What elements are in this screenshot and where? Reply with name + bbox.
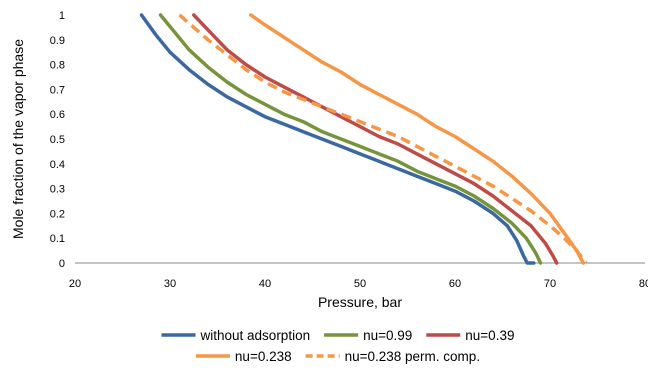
series-line-4 — [249, 13, 586, 265]
plot-area: 20 30 40 50 60 70 80 0 0.1 0.2 0.3 0.4 0.5 0.6 0.7 0.8… — [50, 10, 648, 290]
legend-item: nu=0.99 — [324, 328, 412, 343]
y-tick-label: 0.2 — [50, 208, 65, 220]
x-axis-ticks: 20 30 40 50 60 70 80 — [69, 278, 648, 290]
legend-label: nu=0.238 — [235, 349, 292, 364]
x-axis-title: Pressure, bar — [318, 294, 402, 310]
series-line-1 — [139, 13, 536, 265]
legend: without adsorption nu=0.99 nu=0.39 nu=0.238… — [161, 328, 514, 364]
series-line-5 — [178, 13, 588, 265]
legend-label: nu=0.99 — [363, 328, 412, 343]
y-tick-label: 0.8 — [50, 60, 65, 72]
legend-label: nu=0.39 — [465, 328, 514, 343]
legend-item: without adsorption — [161, 328, 311, 343]
x-tick-label: 50 — [354, 278, 366, 290]
x-tick-label: 40 — [259, 278, 271, 290]
legend-label: without adsorption — [200, 328, 311, 343]
y-tick-label: 0.7 — [50, 84, 65, 96]
y-tick-label: 0.3 — [50, 184, 65, 196]
y-tick-label: 0 — [59, 258, 65, 270]
y-axis-ticks: 0 0.1 0.2 0.3 0.4 0.5 0.6 0.7 0.8 0.9 1 — [50, 10, 65, 270]
legend-item: nu=0.238 — [195, 349, 292, 364]
legend-item: nu=0.238 perm. comp. — [305, 349, 480, 364]
y-axis-title: Mole fraction of the vapor phase — [10, 39, 26, 239]
x-tick-label: 70 — [544, 278, 556, 290]
y-tick-label: 0.4 — [50, 159, 65, 171]
x-tick-label: 30 — [164, 278, 176, 290]
x-tick-label: 80 — [639, 278, 648, 290]
y-tick-label: 1 — [59, 10, 65, 22]
y-tick-label: 0.9 — [50, 35, 65, 47]
series-lines — [139, 13, 588, 265]
legend-item: nu=0.39 — [426, 328, 514, 343]
y-tick-label: 0.1 — [50, 233, 65, 245]
series-line-2 — [158, 13, 543, 265]
x-tick-label: 20 — [69, 278, 81, 290]
series-line-3 — [192, 13, 559, 265]
legend-label: nu=0.238 perm. comp. — [345, 349, 480, 364]
y-tick-label: 0.6 — [50, 109, 65, 121]
x-tick-label: 60 — [449, 278, 461, 290]
y-tick-label: 0.5 — [50, 134, 65, 146]
